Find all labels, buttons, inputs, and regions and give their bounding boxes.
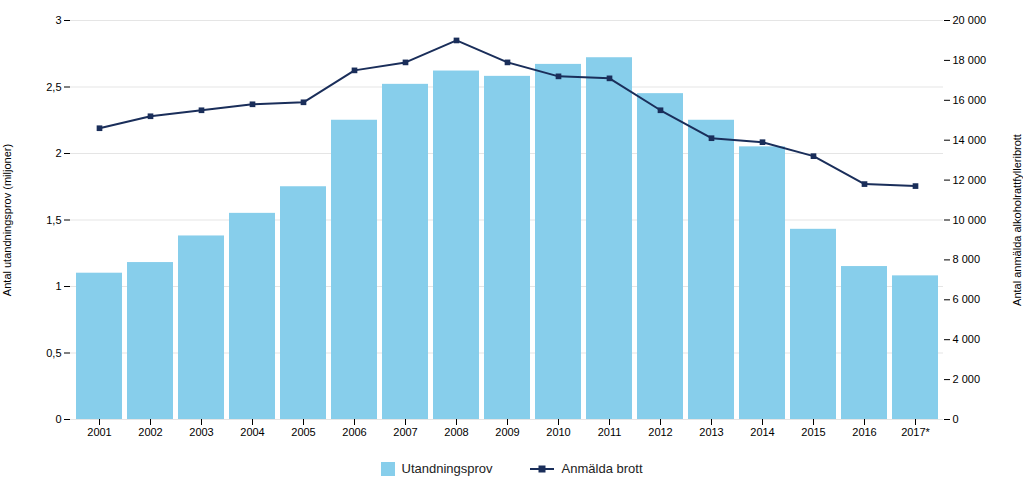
svg-text:2007: 2007 [393, 426, 417, 438]
svg-text:4 000: 4 000 [953, 333, 981, 345]
svg-text:2001: 2001 [87, 426, 111, 438]
svg-text:20 000: 20 000 [953, 14, 987, 26]
svg-text:2012: 2012 [648, 426, 672, 438]
svg-text:2014: 2014 [750, 426, 774, 438]
svg-text:10 000: 10 000 [953, 214, 987, 226]
svg-text:2015: 2015 [801, 426, 825, 438]
svg-text:2011: 2011 [598, 426, 622, 438]
svg-text:0,5: 0,5 [46, 347, 61, 359]
html-text:Utandningsprov: Utandningsprov [401, 461, 493, 476]
svg-text:18 000: 18 000 [953, 54, 987, 66]
svg-text:2016: 2016 [852, 426, 876, 438]
html-text:Anmälda brott: Anmälda brott [561, 461, 643, 476]
svg-text:12 000: 12 000 [953, 174, 987, 186]
svg-text:2005: 2005 [291, 426, 315, 438]
svg-text:2,5: 2,5 [46, 81, 61, 93]
svg-text:2009: 2009 [495, 426, 519, 438]
svg-text:Antal anmälda alkoholrattfylle: Antal anmälda alkoholrattfylleribrott [1011, 134, 1023, 306]
svg-text:1,5: 1,5 [46, 214, 61, 226]
svg-text:2017*: 2017* [901, 426, 930, 438]
svg-text:16 000: 16 000 [953, 94, 987, 106]
svg-text:0: 0 [55, 413, 61, 425]
svg-text:2003: 2003 [189, 426, 213, 438]
svg-text:2004: 2004 [240, 426, 264, 438]
svg-text:8 000: 8 000 [953, 253, 981, 265]
svg-text:3: 3 [55, 14, 61, 26]
svg-text:0: 0 [953, 413, 959, 425]
svg-text:2 000: 2 000 [953, 373, 981, 385]
svg-text:2008: 2008 [444, 426, 468, 438]
svg-text:Antal utandningsprov (miljoner: Antal utandningsprov (miljoner) [1, 144, 13, 296]
svg-text:2006: 2006 [342, 426, 366, 438]
svg-text:14 000: 14 000 [953, 134, 987, 146]
svg-text:2: 2 [55, 147, 61, 159]
svg-text:6 000: 6 000 [953, 293, 981, 305]
svg-text:2010: 2010 [546, 426, 570, 438]
svg-text:2013: 2013 [699, 426, 723, 438]
svg-text:1: 1 [55, 280, 61, 292]
svg-text:2002: 2002 [138, 426, 162, 438]
